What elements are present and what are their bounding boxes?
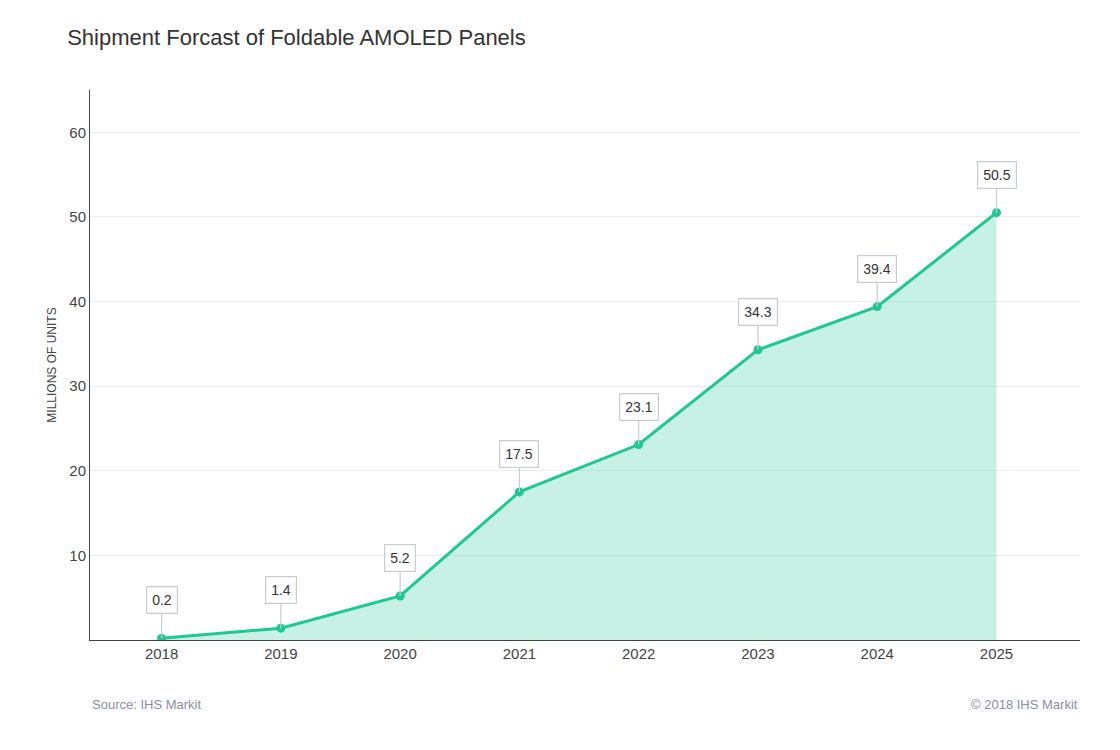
svg-text:10: 10	[69, 547, 86, 564]
svg-text:34.3: 34.3	[744, 304, 771, 320]
svg-text:2022: 2022	[622, 645, 655, 662]
svg-text:20: 20	[69, 462, 86, 479]
svg-text:60: 60	[69, 124, 86, 141]
svg-text:17.5: 17.5	[505, 446, 532, 462]
svg-text:MILLIONS OF UNITS: MILLIONS OF UNITS	[45, 307, 59, 422]
svg-text:23.1: 23.1	[625, 399, 652, 415]
svg-text:2024: 2024	[861, 645, 894, 662]
svg-text:2019: 2019	[264, 645, 297, 662]
svg-text:2018: 2018	[145, 645, 178, 662]
svg-text:2023: 2023	[741, 645, 774, 662]
svg-text:2021: 2021	[503, 645, 536, 662]
svg-text:Source: IHS Markit: Source: IHS Markit	[92, 697, 201, 712]
svg-text:1.4: 1.4	[271, 582, 291, 598]
svg-text:39.4: 39.4	[863, 261, 890, 277]
svg-text:5.2: 5.2	[390, 550, 410, 566]
svg-text:30: 30	[69, 377, 86, 394]
svg-text:40: 40	[69, 293, 86, 310]
svg-text:© 2018 IHS Markit: © 2018 IHS Markit	[971, 697, 1078, 712]
svg-text:2020: 2020	[383, 645, 416, 662]
svg-text:2025: 2025	[980, 645, 1013, 662]
svg-text:50.5: 50.5	[983, 167, 1010, 183]
svg-text:50: 50	[69, 208, 86, 225]
svg-text:Shipment Forcast of Foldable A: Shipment Forcast of Foldable AMOLED Pane…	[67, 25, 526, 50]
svg-text:0.2: 0.2	[152, 592, 172, 608]
